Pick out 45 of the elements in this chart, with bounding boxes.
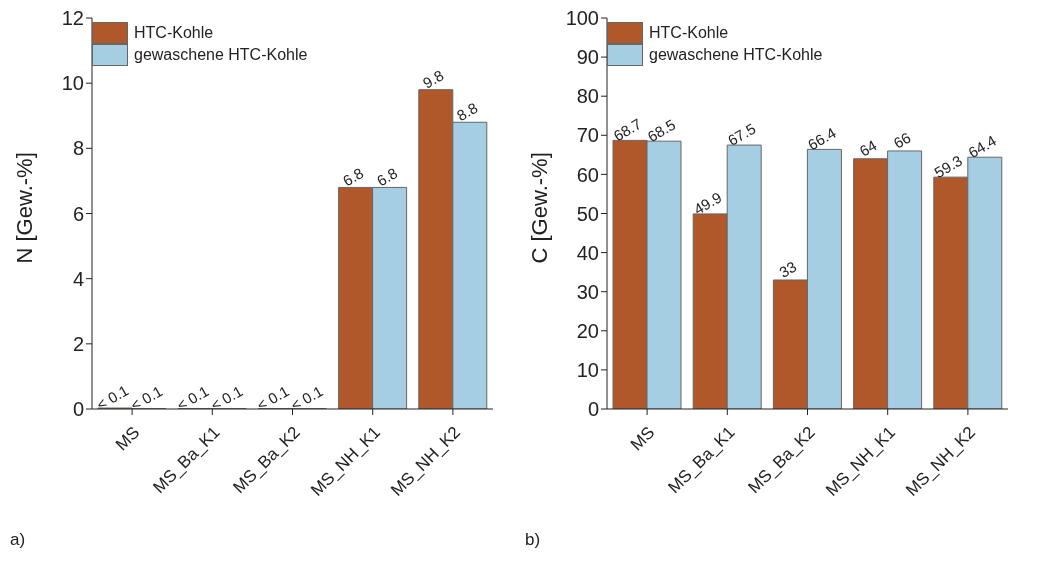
data-label: 68.5 (644, 115, 679, 146)
data-label: 67.5 (724, 119, 759, 149)
legend-label: HTC-Kohle (649, 23, 729, 43)
data-label: 49.9 (690, 188, 725, 218)
y-tick-label: 50 (576, 202, 599, 225)
y-tick-label: 10 (576, 359, 599, 381)
y-tick-label: 12 (61, 7, 84, 30)
data-label: 64.4 (965, 131, 1000, 162)
data-label: 64 (856, 136, 880, 160)
y-tick-label: 60 (576, 163, 599, 186)
y-tick-label: 70 (576, 124, 599, 147)
data-label: 33 (776, 257, 800, 281)
y-tick-label: 80 (576, 85, 599, 108)
y-axis-title: N [Gew.-%] (11, 152, 37, 264)
data-label: 66 (890, 128, 914, 152)
y-tick-label: 10 (61, 72, 84, 95)
y-tick-label: 20 (576, 319, 599, 342)
data-label: 68.7 (610, 114, 645, 145)
data-label: 9.8 (419, 66, 447, 92)
data-label: < 0.1 (253, 382, 292, 414)
data-label: < 0.1 (93, 381, 132, 414)
data-label: < 0.1 (173, 382, 212, 414)
data-label: 59.3 (931, 151, 966, 182)
legend-label: gewaschene HTC-Kohle (649, 45, 823, 65)
y-tick-label: 0 (587, 398, 599, 421)
y-tick-label: 8 (72, 137, 84, 160)
y-axis-title: C [Gew.-%] (526, 152, 552, 264)
y-tick-label: 90 (576, 46, 599, 69)
y-tick-label: 2 (72, 332, 84, 355)
data-label: 8.8 (453, 98, 481, 125)
data-label: 6.8 (339, 164, 367, 190)
x-tick-label: MS (111, 422, 144, 455)
y-tick-label: 100 (565, 7, 599, 30)
y-tick-label: 30 (576, 280, 599, 303)
text: a) (10, 530, 26, 550)
legend-label: gewaschene HTC-Kohle (134, 45, 308, 65)
y-tick-label: 4 (72, 267, 84, 290)
y-tick-label: 0 (72, 398, 84, 421)
y-tick-label: 40 (576, 241, 599, 264)
legend-label: HTC-Kohle (134, 23, 214, 43)
y-tick-label: 6 (72, 202, 84, 225)
x-tick-label: MS (626, 422, 659, 455)
text: b) (525, 530, 541, 550)
data-label: 6.8 (373, 164, 401, 190)
data-label: 66.4 (804, 123, 839, 154)
